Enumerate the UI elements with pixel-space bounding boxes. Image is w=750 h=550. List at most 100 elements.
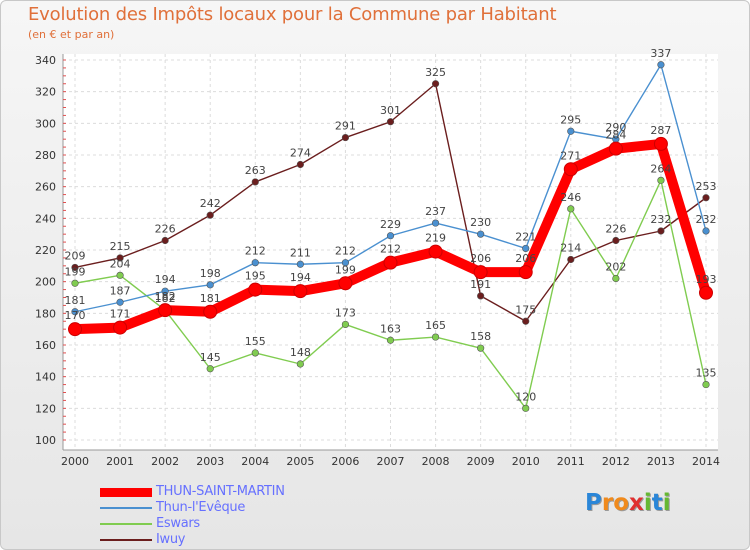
data-point [206,281,214,289]
y-tick-label: 280 [35,149,56,162]
y-tick-label: 240 [35,212,56,225]
data-label: 199 [335,263,356,276]
data-point [702,227,710,235]
data-point [522,244,530,253]
data-point [251,178,259,186]
data-point [248,282,263,297]
legend-swatch [100,539,152,541]
data-point [251,349,259,357]
data-label: 194 [155,273,176,286]
x-tick-label: 2014 [692,455,720,468]
data-point [158,303,173,318]
data-point [71,279,79,287]
proxiti-logo: Proxiti [585,490,671,516]
data-label: 194 [290,271,311,284]
y-tick-label: 320 [35,86,56,99]
data-label: 181 [200,292,221,305]
data-label: 242 [200,197,221,210]
data-label: 229 [380,218,401,231]
data-label: 165 [425,319,446,332]
data-label: 158 [470,330,491,343]
data-point [567,255,575,264]
data-point [473,265,488,280]
x-tick-label: 2012 [602,455,630,468]
data-point [657,227,665,235]
legend-swatch [100,523,152,525]
data-label: 290 [605,121,626,134]
data-label: 148 [290,346,311,359]
data-label: 291 [335,120,356,133]
data-point [161,236,169,245]
data-label: 284 [605,129,626,142]
y-tick-label: 100 [35,434,56,447]
legend-label: Eswars [156,516,200,531]
data-point [116,271,124,279]
logo-letter: x [629,490,644,516]
data-label: 145 [200,351,221,364]
data-label: 175 [515,303,536,316]
data-label: 181 [65,294,86,307]
data-point [477,230,485,238]
data-point [699,285,713,300]
data-label: 187 [110,284,131,297]
data-label: 325 [425,66,446,79]
legend-swatch [100,507,152,509]
data-point [383,255,398,270]
data-point [116,298,124,306]
data-point [702,194,710,202]
data-point [702,380,710,389]
data-point [431,333,440,341]
data-label: 198 [200,267,221,280]
y-tick-label: 220 [35,244,56,257]
data-point [518,265,533,280]
data-point [296,360,304,368]
logo-letter: i [643,490,652,516]
y-tick-label: 160 [35,339,56,352]
data-point [477,292,485,300]
y-tick-label: 300 [35,117,56,130]
legend-swatch [100,488,152,497]
data-point [203,304,218,319]
data-point [657,176,665,184]
data-label: 193 [696,273,717,286]
data-label: 170 [65,309,86,322]
data-label: 182 [155,292,176,305]
data-point [477,344,485,352]
data-point [68,322,82,337]
x-tick-label: 2000 [61,455,89,468]
x-tick-label: 2001 [106,455,134,468]
x-tick-label: 2007 [377,455,405,468]
x-tick-label: 2013 [647,455,675,468]
data-point [206,211,214,219]
data-label: 295 [560,113,581,126]
data-point [341,133,350,142]
data-point [338,276,353,291]
data-label: 182 [155,290,176,303]
data-label: 212 [245,245,266,258]
data-point [116,254,124,262]
data-label: 221 [515,230,536,243]
data-label: 274 [290,147,311,160]
data-label: 219 [425,232,446,245]
data-label: 173 [335,306,356,319]
data-label: 195 [245,270,266,283]
y-tick-label: 140 [35,371,56,384]
data-point [341,320,350,329]
data-point [653,136,668,151]
data-label: 202 [605,261,626,274]
legend-label: THUN-SAINT-MARTIN [156,484,285,499]
data-label: 163 [380,322,401,335]
x-tick-label: 2009 [467,455,495,468]
x-tick-label: 2004 [241,455,269,468]
data-label: 204 [110,257,131,270]
y-tick-label: 200 [35,276,56,289]
data-point [161,287,169,295]
data-point [341,259,350,267]
data-point [567,205,575,213]
data-label: 171 [110,308,131,321]
x-tick-label: 2003 [196,455,224,468]
data-label: 232 [696,213,717,226]
data-label: 209 [65,249,86,262]
data-point [522,317,530,325]
data-point [563,162,578,177]
